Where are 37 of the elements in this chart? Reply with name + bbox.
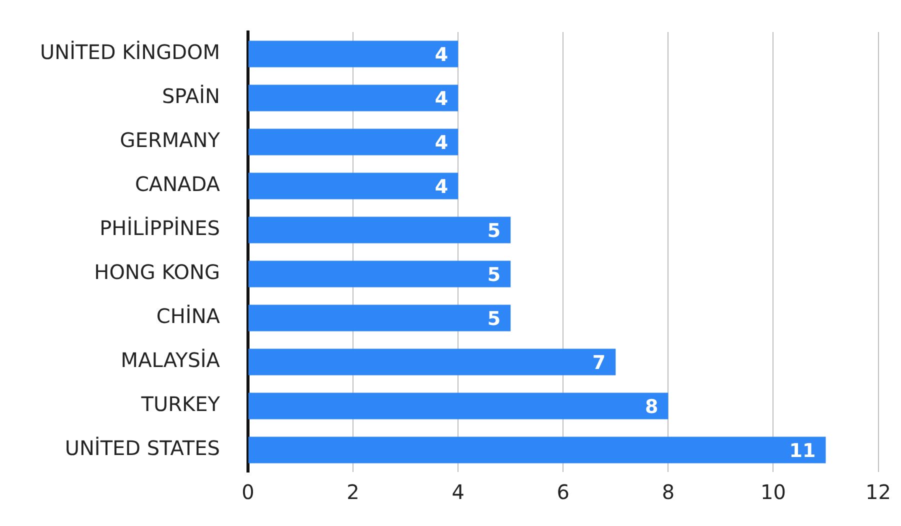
bar: [248, 40, 458, 68]
bar: [248, 304, 511, 332]
y-tick-label: TURKEY: [140, 392, 221, 416]
y-tick-label: PHİLİPPİNES: [100, 216, 220, 240]
bar: [248, 260, 511, 288]
data-label: 4: [434, 132, 448, 154]
bar: [248, 216, 511, 244]
x-tick-label: 12: [866, 480, 891, 504]
data-label: 7: [592, 352, 606, 374]
bar: [248, 84, 458, 112]
y-tick-label: UNİTED STATES: [64, 436, 220, 460]
x-tick-label: 8: [662, 480, 675, 504]
bar: [248, 128, 458, 156]
data-label: 4: [434, 176, 448, 198]
bar: [248, 172, 458, 200]
data-label: 5: [487, 308, 501, 330]
x-tick-label: 2: [346, 480, 360, 504]
y-tick-label: CANADA: [134, 172, 220, 196]
data-label: 8: [644, 396, 658, 418]
y-tick-label: UNİTED KİNGDOM: [40, 40, 220, 64]
x-tick-label: 0: [242, 480, 254, 504]
x-tick-label: 4: [452, 480, 464, 504]
data-label: 11: [789, 440, 816, 462]
bar: [248, 348, 616, 376]
y-tick-label: HONG KONG: [94, 260, 220, 284]
bar: [248, 392, 668, 420]
data-label: 5: [487, 220, 501, 242]
data-label: 5: [487, 264, 501, 286]
data-label: 4: [434, 88, 448, 110]
data-label: 4: [434, 44, 448, 66]
y-tick-label: MALAYSİA: [120, 348, 220, 372]
x-tick-label: 10: [760, 480, 786, 504]
y-tick-label: SPAİN: [162, 84, 220, 108]
x-tick-label: 6: [556, 480, 570, 504]
y-tick-label: CHİNA: [156, 304, 220, 328]
y-tick-label: GERMANY: [120, 128, 221, 152]
bar: [248, 436, 826, 464]
